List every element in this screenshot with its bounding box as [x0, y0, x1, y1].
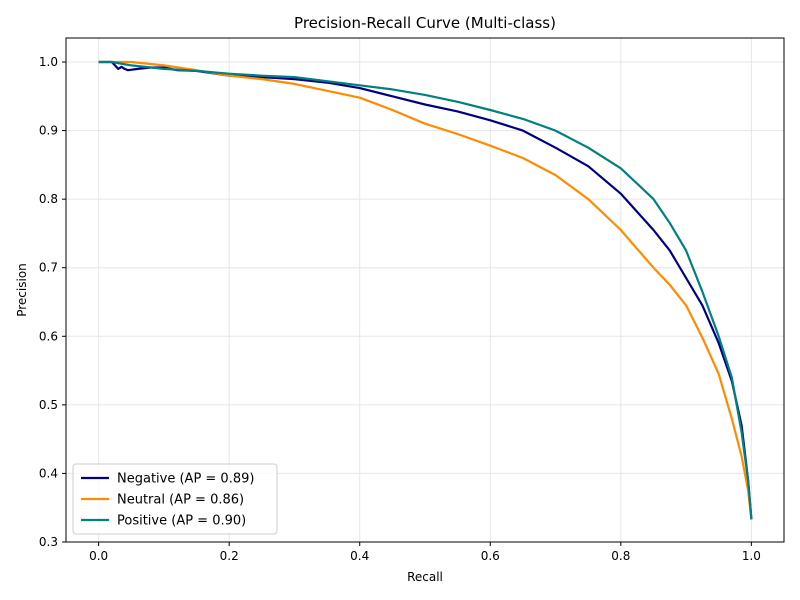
x-tick-label: 0.6	[481, 549, 500, 563]
legend: Negative (AP = 0.89) Neutral (AP = 0.86) P…	[72, 463, 278, 535]
series-line-0	[98, 60, 753, 520]
legend-entry-1: Neutral (AP = 0.86)	[117, 493, 244, 508]
y-tick-label: 0.9	[39, 124, 58, 138]
legend-box	[72, 463, 278, 535]
legend-entry-0: Negative (AP = 0.89)	[117, 472, 254, 487]
y-tick-label: 0.7	[39, 261, 58, 275]
y-axis-label: Precision	[15, 263, 29, 317]
x-axis-label: Recall	[407, 570, 443, 584]
x-tick-label: 0.8	[611, 549, 630, 563]
legend-entry-2: Positive (AP = 0.90)	[117, 514, 246, 529]
y-tick-label: 0.5	[39, 398, 58, 412]
chart-title: Precision-Recall Curve (Multi-class)	[294, 14, 556, 32]
y-tick-label: 0.4	[39, 466, 58, 480]
y-tick-label: 0.6	[39, 329, 58, 343]
series-line-2	[98, 60, 753, 520]
x-axis-ticks: 0.0 0.2 0.4 0.6 0.8 1.0	[89, 542, 761, 563]
x-tick-label: 0.2	[220, 549, 239, 563]
x-tick-label: 0.4	[350, 549, 369, 563]
y-axis-ticks: 0.3 0.4 0.5 0.6 0.7 0.8 0.9 1.0	[39, 55, 66, 549]
x-tick-label: 0.0	[89, 549, 108, 563]
y-tick-label: 0.3	[39, 535, 58, 549]
x-tick-label: 1.0	[742, 549, 761, 563]
plot-frame	[65, 37, 785, 543]
y-tick-label: 1.0	[39, 55, 58, 69]
series-lines	[98, 60, 753, 520]
y-tick-label: 0.8	[39, 192, 58, 206]
